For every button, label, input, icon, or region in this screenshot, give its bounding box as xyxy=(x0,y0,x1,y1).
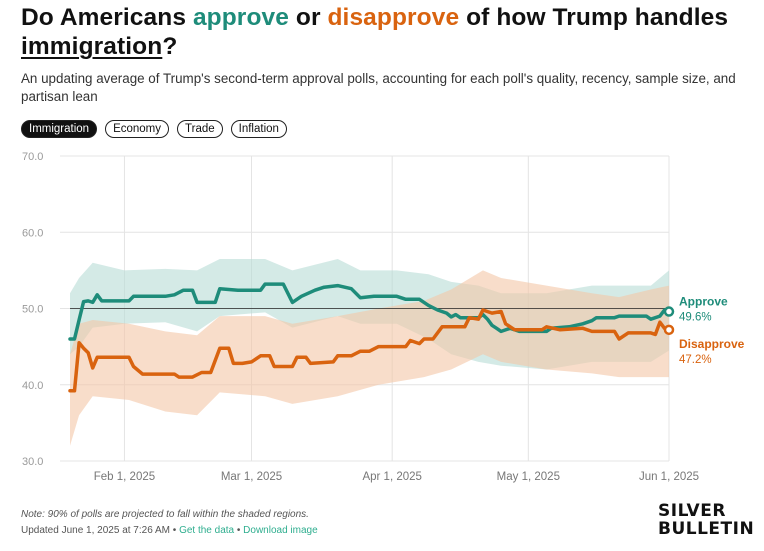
title-text: or xyxy=(288,4,328,31)
y-tick-label: 70.0 xyxy=(22,151,43,163)
chart-title: Do Americans approve or disapprove of ho… xyxy=(21,3,751,61)
tab-inflation[interactable]: Inflation xyxy=(230,120,287,138)
label-layer: 30.0 40.0 50.0 60.0 70.0 Feb 1, 2025 Mar 1, 20… xyxy=(22,151,745,483)
disapprove-value-label: 47.2% xyxy=(679,354,712,366)
y-tick-label: 60.0 xyxy=(22,227,43,239)
y-tick-label: 40.0 xyxy=(22,380,43,392)
x-tick-label: Mar 1, 2025 xyxy=(221,471,282,483)
approve-value-label: 49.6% xyxy=(679,312,712,324)
disapprove-end-marker[interactable] xyxy=(663,324,675,336)
logo-line: BULLETIN xyxy=(658,519,755,539)
tab-economy[interactable]: Economy xyxy=(105,120,170,138)
silver-bulletin-logo: SILVER BULLETIN xyxy=(658,501,755,539)
disapprove-series-label: Disapprove xyxy=(679,337,745,351)
x-tick-label: Apr 1, 2025 xyxy=(362,471,421,483)
footer-separator: • xyxy=(234,525,244,536)
title-topic-word: immigration xyxy=(21,33,163,60)
download-image-link[interactable]: Download image xyxy=(243,525,318,536)
disapprove-line xyxy=(68,308,671,393)
updated-text: Updated June 1, 2025 at 7:26 AM xyxy=(21,525,170,536)
approval-chart: 30.0 40.0 50.0 60.0 70.0 Feb 1, 2025 Mar 1, 20… xyxy=(22,151,745,483)
topic-tabs: Immigration Economy Trade Inflation xyxy=(21,120,287,138)
approve-end-marker[interactable] xyxy=(663,306,675,317)
approve-line xyxy=(68,282,671,341)
get-data-link[interactable]: Get the data xyxy=(179,525,235,536)
x-tick-label: May 1, 2025 xyxy=(497,471,560,483)
title-disapprove-word: disapprove xyxy=(327,4,460,31)
line-layer xyxy=(68,282,675,393)
title-text: Do Americans xyxy=(21,4,193,31)
tab-immigration[interactable]: Immigration xyxy=(21,120,98,138)
y-tick-label: 50.0 xyxy=(22,304,43,316)
logo-line: SILVER xyxy=(658,501,726,521)
chart-subtitle: An updating average of Trump's second-te… xyxy=(21,71,736,104)
title-approve-word: approve xyxy=(192,4,289,31)
footer-updated: Updated June 1, 2025 at 7:26 AM • Get th… xyxy=(21,525,318,536)
approve-series-label: Approve xyxy=(679,295,728,309)
x-tick-label: Feb 1, 2025 xyxy=(94,471,155,483)
footer-note: Note: 90% of polls are projected to fall… xyxy=(21,509,309,520)
footer-separator: • xyxy=(170,525,180,536)
title-text: ? xyxy=(162,33,178,60)
x-tick-label: Jun 1, 2025 xyxy=(639,471,699,483)
tab-trade[interactable]: Trade xyxy=(177,120,223,138)
band-layer xyxy=(70,258,669,446)
y-tick-label: 30.0 xyxy=(22,456,43,468)
disapprove-interval-band xyxy=(70,270,669,446)
title-text: of how Trump handles xyxy=(459,4,729,31)
